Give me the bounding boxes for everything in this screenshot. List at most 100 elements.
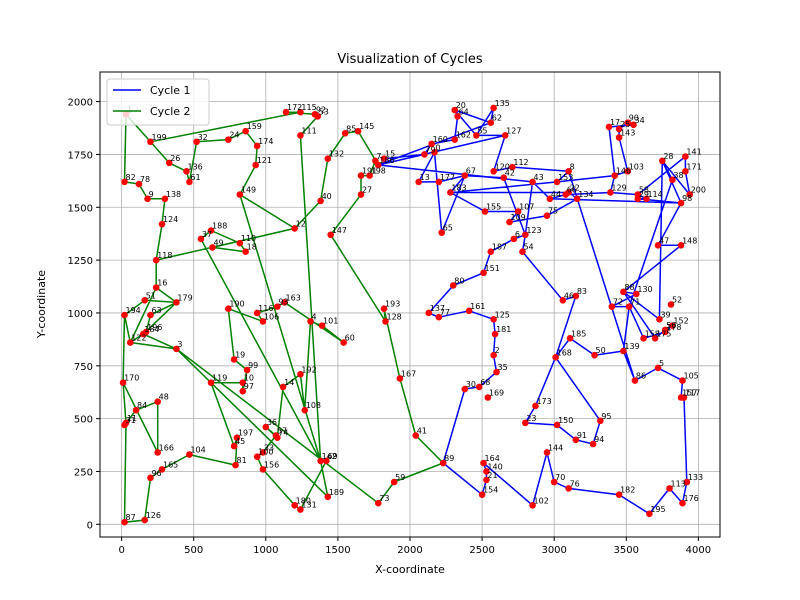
city-point-label: 165 — [163, 460, 178, 469]
city-point-label: 97 — [244, 382, 254, 391]
city-point-label: 64 — [459, 107, 469, 116]
city-point — [682, 153, 689, 160]
city-point-label: 60 — [345, 334, 355, 343]
city-point-label: 151 — [485, 264, 500, 273]
city-point — [253, 142, 261, 150]
city-point-label: 4 — [312, 312, 317, 321]
city-point — [207, 227, 215, 234]
city-point-label: 179 — [177, 293, 192, 302]
city-point — [483, 476, 490, 484]
city-point — [297, 506, 304, 513]
city-point-label: 118 — [157, 251, 172, 260]
city-point-label: 176 — [684, 494, 699, 503]
city-point — [142, 328, 150, 336]
city-point-label: 99 — [248, 361, 258, 370]
city-point-label: 75 — [548, 207, 558, 216]
city-point-label: 161 — [470, 302, 485, 311]
city-point-label: 152 — [673, 317, 688, 326]
city-point-label: 83 — [577, 287, 587, 296]
city-point — [232, 461, 239, 469]
city-point — [659, 157, 666, 165]
city-point-label: 25 — [620, 120, 630, 129]
city-point-label: 88 — [624, 283, 634, 292]
city-point — [147, 474, 154, 482]
city-point — [679, 377, 686, 384]
city-point-label: 174 — [258, 137, 273, 146]
city-point-label: 0 — [436, 143, 441, 152]
city-point — [317, 197, 324, 205]
city-point-label: 190 — [229, 300, 244, 309]
city-point — [132, 406, 140, 414]
city-point — [677, 199, 685, 207]
city-point — [565, 168, 572, 175]
city-point — [597, 417, 604, 425]
city-point — [207, 379, 215, 387]
city-point — [473, 132, 480, 139]
city-point-label: 191 — [362, 167, 377, 176]
city-point — [656, 315, 663, 323]
city-point-label: 16 — [157, 279, 167, 288]
city-point-label: 196 — [147, 323, 162, 332]
city-point — [225, 305, 232, 313]
city-point-label: 157 — [682, 389, 697, 398]
x-tick-label: 3000 — [541, 545, 566, 556]
city-point-label: 52 — [672, 296, 682, 305]
x-tick-label: 2000 — [397, 545, 422, 556]
city-point — [158, 466, 166, 473]
city-point — [425, 309, 433, 317]
city-point — [500, 174, 508, 181]
city-point — [682, 168, 689, 175]
city-point-label: 84 — [137, 401, 147, 410]
city-point — [233, 434, 241, 441]
city-point — [147, 138, 154, 146]
city-point-label: 200 — [691, 186, 706, 195]
city-point — [514, 208, 522, 215]
city-point — [543, 212, 551, 220]
city-point — [591, 351, 598, 359]
city-point — [546, 195, 554, 203]
city-point-label: 106 — [264, 312, 279, 321]
x-tick-label: 1500 — [325, 545, 350, 556]
city-point-label: 70 — [555, 473, 565, 482]
city-point — [428, 140, 435, 148]
city-point — [239, 387, 247, 395]
city-point — [173, 345, 180, 353]
city-point-label: 185 — [571, 329, 586, 338]
city-point — [274, 303, 281, 310]
city-point-label: 79 — [425, 145, 435, 154]
city-point — [611, 172, 619, 179]
city-point — [461, 172, 469, 179]
city-point — [279, 383, 287, 391]
city-point-label: 59 — [395, 473, 405, 482]
city-point-label: 78 — [140, 175, 150, 184]
city-point-label: 77 — [440, 308, 450, 317]
city-point-label: 123 — [526, 226, 541, 235]
city-point — [589, 440, 597, 448]
city-point — [461, 385, 469, 393]
city-point-label: 40 — [322, 192, 332, 201]
city-points — [119, 104, 694, 526]
point-labels: 0123456789101112131415161718192021222324… — [124, 99, 706, 522]
city-point — [487, 119, 495, 127]
city-point-label: 115 — [301, 103, 316, 112]
city-point-label: 53 — [319, 107, 329, 116]
city-point — [374, 161, 382, 169]
city-point-label: 9 — [149, 190, 154, 199]
city-point — [553, 178, 561, 186]
y-tick-label: 2000 — [68, 98, 93, 109]
city-point-label: 68 — [480, 378, 490, 387]
city-point-label: 162 — [456, 131, 471, 140]
city-point-label: 150 — [558, 416, 573, 425]
city-point-label: 80 — [454, 276, 464, 285]
legend-label-cycle-1: Cycle 1 — [150, 84, 191, 97]
city-point — [282, 108, 290, 116]
city-point-label: 171 — [686, 162, 701, 171]
city-point-label: 48 — [159, 393, 169, 402]
city-point-label: 193 — [385, 300, 400, 309]
city-point — [225, 136, 232, 143]
city-point-label: 46 — [564, 291, 574, 300]
city-point — [661, 328, 669, 336]
x-tick-label: 3500 — [614, 545, 639, 556]
city-point — [679, 499, 686, 507]
city-point — [559, 296, 567, 304]
